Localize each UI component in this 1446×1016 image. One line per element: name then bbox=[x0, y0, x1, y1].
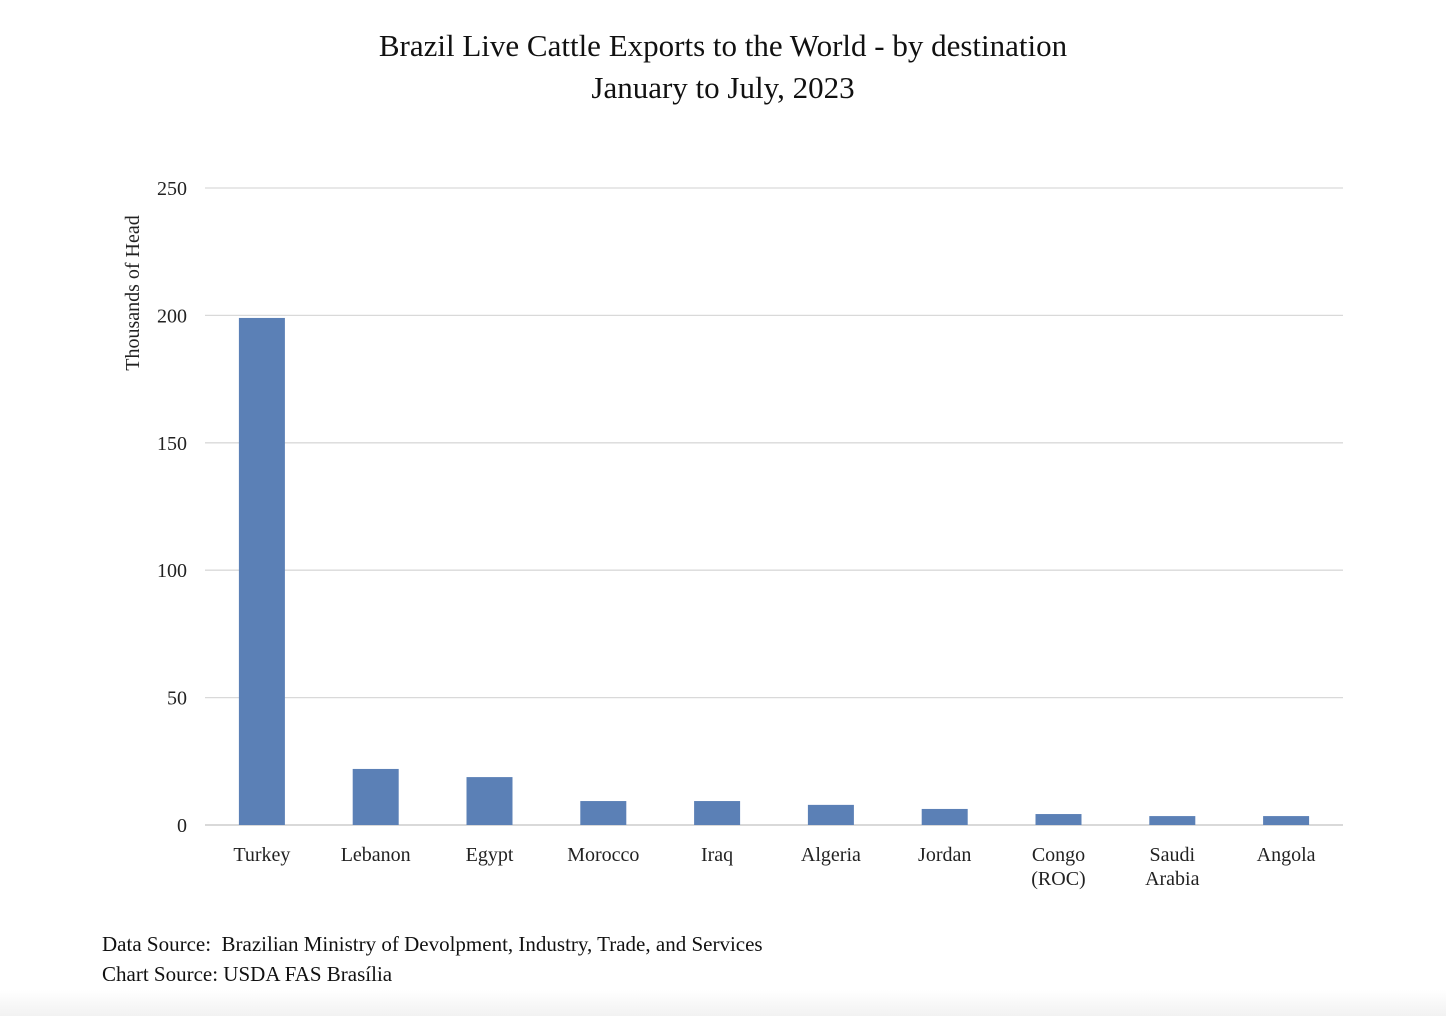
x-tick-label: Lebanon bbox=[341, 844, 411, 866]
x-tick-label: Egypt bbox=[466, 844, 514, 866]
x-tick-label: Jordan bbox=[918, 844, 971, 866]
x-tick-label: Angola bbox=[1257, 844, 1316, 866]
x-tick-label: (ROC) bbox=[1031, 868, 1085, 890]
y-tick-label: 150 bbox=[157, 433, 187, 455]
x-tick-label: Morocco bbox=[567, 844, 639, 866]
chart-title: Brazil Live Cattle Exports to the World … bbox=[378, 28, 1068, 63]
chart-source-note: Chart Source: USDA FAS Brasília bbox=[102, 962, 393, 986]
x-tick-label: Saudi bbox=[1150, 844, 1196, 866]
x-tick-label: Turkey bbox=[233, 844, 290, 866]
bottom-shadow bbox=[0, 990, 1446, 1016]
data-source-note: Data Source: Brazilian Ministry of Devol… bbox=[102, 932, 763, 956]
bar-jordan bbox=[921, 808, 968, 825]
x-tick-label: Congo bbox=[1032, 844, 1085, 866]
bar-congo-roc- bbox=[1035, 814, 1082, 825]
y-tick-label: 200 bbox=[157, 305, 187, 327]
x-tick-label: Algeria bbox=[801, 844, 861, 866]
bar-saudi-arabia bbox=[1149, 816, 1196, 825]
x-tick-label: Arabia bbox=[1145, 868, 1200, 890]
y-axis-label: Thousands of Head bbox=[122, 215, 144, 371]
y-tick-label: 0 bbox=[177, 815, 187, 837]
y-tick-label: 50 bbox=[167, 688, 187, 710]
bar-angola bbox=[1263, 816, 1310, 825]
bar-lebanon bbox=[352, 768, 399, 825]
y-tick-label: 250 bbox=[157, 178, 187, 200]
bar-egypt bbox=[466, 777, 513, 825]
x-tick-label: Iraq bbox=[701, 844, 733, 866]
chart-subtitle: January to July, 2023 bbox=[591, 70, 855, 105]
bar-iraq bbox=[694, 801, 741, 825]
bar-algeria bbox=[807, 804, 854, 825]
y-tick-label: 100 bbox=[157, 560, 187, 582]
bar-turkey bbox=[238, 317, 285, 825]
bar-morocco bbox=[580, 801, 627, 825]
